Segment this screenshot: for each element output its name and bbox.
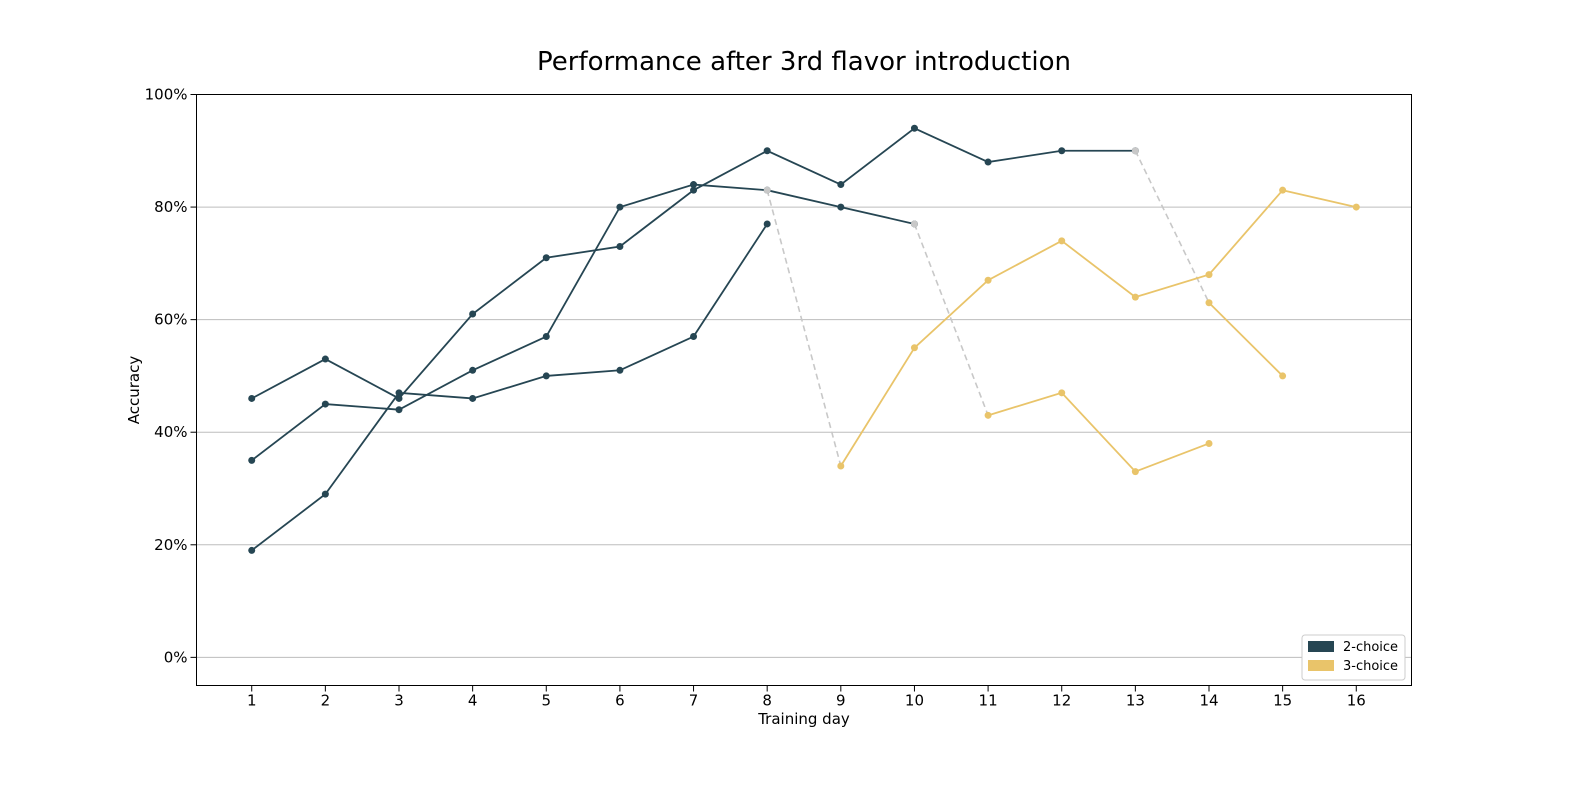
x-tick-label: 9 [836, 692, 846, 710]
data-point-2-choice [469, 394, 477, 402]
series-line-3-choice [987, 391, 1210, 473]
transition-point [763, 186, 771, 194]
x-tick-label: 15 [1273, 692, 1292, 710]
data-point-3-choice [1279, 372, 1287, 380]
transition-line [1134, 150, 1210, 304]
data-point-3-choice [1279, 186, 1287, 194]
x-axis-label: Training day [757, 710, 850, 728]
x-tick-label: 13 [1126, 692, 1145, 710]
x-tick-label: 10 [905, 692, 924, 710]
data-point-3-choice [1058, 237, 1066, 245]
x-tick-label: 3 [394, 692, 404, 710]
data-point-3-choice [1352, 203, 1360, 211]
legend-label-3-choice: 3-choice [1343, 659, 1398, 674]
series-line-3-choice [840, 189, 1357, 467]
grid-lines [196, 206, 1412, 658]
y-tick-label: 0% [164, 648, 188, 666]
data-point-3-choice [910, 344, 918, 352]
data-point-2-choice [763, 220, 771, 228]
y-axis-ticks: 0% 20% 40% 60% 80% 100% [145, 86, 197, 666]
data-point-3-choice [1058, 389, 1066, 397]
legend-swatch-2-choice [1308, 641, 1334, 652]
x-tick-label: 12 [1052, 692, 1071, 710]
data-point-2-choice [321, 355, 329, 363]
data-point-2-choice [469, 310, 477, 318]
transition-point [1131, 147, 1139, 155]
legend-swatch-3-choice [1308, 660, 1334, 671]
data-point-2-choice [542, 254, 550, 262]
x-tick-label: 7 [689, 692, 699, 710]
legend-label-2-choice: 2-choice [1343, 640, 1398, 655]
data-point-2-choice [321, 490, 329, 498]
plot-frame [196, 94, 1412, 686]
data-point-2-choice [763, 147, 771, 155]
series-line-3-choice [1208, 302, 1284, 377]
data-point-2-choice [248, 546, 256, 554]
data-point-3-choice [1205, 439, 1213, 447]
x-tick-label: 4 [468, 692, 478, 710]
data-point-2-choice [248, 394, 256, 402]
x-tick-label: 11 [979, 692, 998, 710]
transition-line [913, 223, 989, 416]
y-tick-label: 80% [154, 198, 187, 216]
data-point-2-choice [1058, 147, 1066, 155]
data-point-3-choice [984, 276, 992, 284]
data-point-2-choice [248, 456, 256, 464]
x-tick-label: 6 [615, 692, 625, 710]
data-point-3-choice [1205, 299, 1213, 307]
x-axis-ticks: 1 2 3 4 5 6 7 8 9 10 11 12 13 14 15 16 [247, 685, 1366, 710]
data-point-2-choice [616, 366, 624, 374]
data-point-2-choice [469, 366, 477, 374]
series-line-2-choice [251, 127, 1136, 400]
x-tick-label: 16 [1347, 692, 1366, 710]
data-point-2-choice [542, 372, 550, 380]
x-tick-label: 2 [321, 692, 331, 710]
legend: 2-choice 3-choice [1301, 634, 1406, 681]
y-axis-label: Accuracy [125, 356, 143, 425]
y-tick-label: 60% [154, 311, 187, 329]
data-point-2-choice [616, 203, 624, 211]
data-point-3-choice [1205, 271, 1213, 279]
data-point-2-choice [395, 406, 403, 414]
data-point-2-choice [984, 158, 992, 166]
transition-point [910, 220, 918, 228]
data-point-2-choice [395, 389, 403, 397]
series-group [248, 124, 1360, 554]
data-point-3-choice [1131, 293, 1139, 301]
data-point-2-choice [321, 400, 329, 408]
y-tick-label: 20% [154, 536, 187, 554]
data-point-2-choice [837, 203, 845, 211]
chart-title: Performance after 3rd flavor introductio… [537, 47, 1071, 77]
x-tick-label: 14 [1199, 692, 1218, 710]
data-point-2-choice [910, 124, 918, 132]
y-tick-label: 40% [154, 423, 187, 441]
data-point-2-choice [690, 333, 698, 341]
data-point-2-choice [690, 181, 698, 189]
data-point-3-choice [1131, 468, 1139, 476]
data-point-2-choice [837, 181, 845, 189]
x-tick-label: 1 [247, 692, 257, 710]
data-point-3-choice [837, 462, 845, 470]
transition-line [766, 189, 842, 467]
y-tick-label: 100% [145, 86, 188, 104]
x-tick-label: 8 [762, 692, 772, 710]
data-point-2-choice [542, 333, 550, 341]
data-point-2-choice [690, 186, 698, 194]
data-point-2-choice [616, 242, 624, 250]
series-line-2-choice [251, 223, 768, 552]
x-tick-label: 5 [541, 692, 551, 710]
series-line-2-choice [251, 183, 915, 462]
data-point-3-choice [984, 411, 992, 419]
